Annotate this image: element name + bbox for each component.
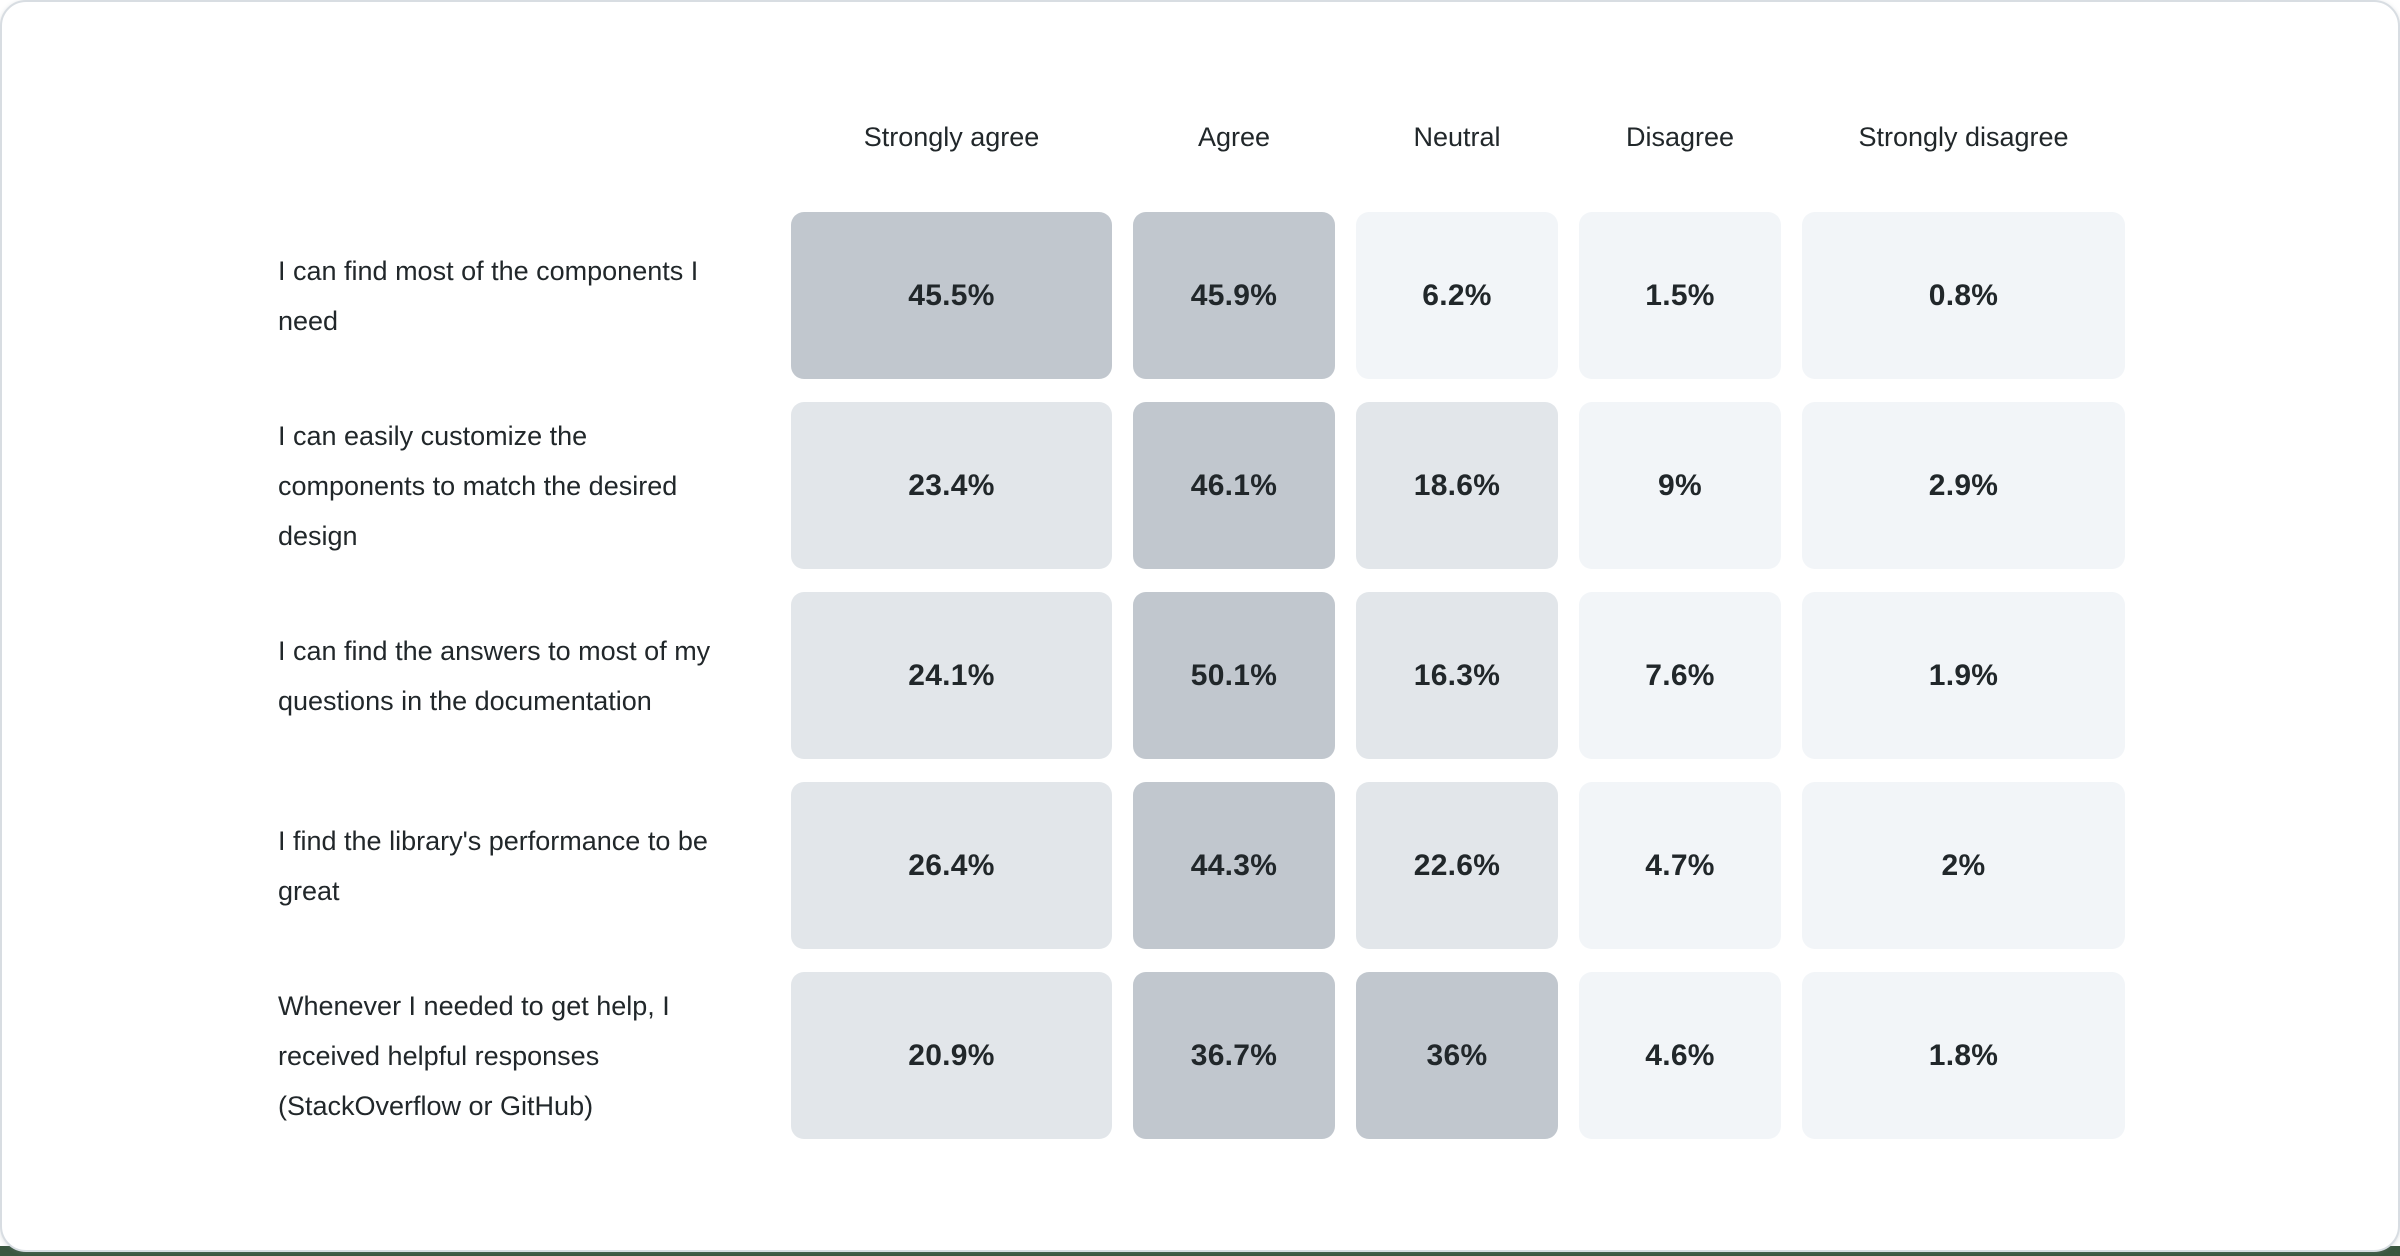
heatmap-cell: 26.4%: [791, 782, 1112, 949]
column-header-strongly-agree: Strongly agree: [863, 121, 1040, 152]
table-row: I can find most of the components I need…: [278, 212, 2398, 379]
column-header-agree: Agree: [1197, 121, 1271, 152]
row-label: I find the library's performance to be g…: [278, 825, 708, 906]
heatmap-cell: 20.9%: [791, 972, 1112, 1139]
heatmap-cell: 45.9%: [1133, 212, 1335, 379]
row-label: I can easily customize the components to…: [278, 420, 678, 551]
table-row: I find the library's performance to be g…: [278, 782, 2398, 949]
heatmap-cell: 2.9%: [1802, 402, 2125, 569]
heatmap-cell: 2%: [1802, 782, 2125, 949]
column-header-disagree: Disagree: [1625, 121, 1735, 152]
heatmap-cell: 45.5%: [791, 212, 1112, 379]
heatmap-cell: 4.6%: [1579, 972, 1781, 1139]
heatmap-cell: 36.7%: [1133, 972, 1335, 1139]
column-header-neutral: Neutral: [1413, 121, 1501, 152]
heatmap-cell: 50.1%: [1133, 592, 1335, 759]
row-label: I can find most of the components I need: [278, 255, 699, 336]
heatmap-cell: 6.2%: [1356, 212, 1558, 379]
heatmap-cell: 36%: [1356, 972, 1558, 1139]
heatmap-header-row: Strongly agree Agree Neutral Disagree Strong…: [278, 77, 2398, 197]
heatmap-cell: 1.5%: [1579, 212, 1781, 379]
table-row: I can easily customize the components to…: [278, 402, 2398, 569]
column-header-strongly-disagree: Strongly disagree: [1858, 121, 2069, 152]
heatmap-cell: 0.8%: [1802, 212, 2125, 379]
heatmap-cell: 44.3%: [1133, 782, 1335, 949]
heatmap-cell: 16.3%: [1356, 592, 1558, 759]
heatmap-cell: 1.8%: [1802, 972, 2125, 1139]
heatmap-cell: 1.9%: [1802, 592, 2125, 759]
heatmap-cell: 46.1%: [1133, 402, 1335, 569]
table-row: Whenever I needed to get help, I receive…: [278, 972, 2398, 1139]
row-label: Whenever I needed to get help, I receive…: [278, 990, 670, 1121]
heatmap-cell: 23.4%: [791, 402, 1112, 569]
heatmap-cell: 4.7%: [1579, 782, 1781, 949]
table-row: I can find the answers to most of my que…: [278, 592, 2398, 759]
row-label: I can find the answers to most of my que…: [278, 635, 711, 716]
heatmap-cell: 18.6%: [1356, 402, 1558, 569]
heatmap-cell: 22.6%: [1356, 782, 1558, 949]
heatmap-cell: 7.6%: [1579, 592, 1781, 759]
heatmap-cell: 24.1%: [791, 592, 1112, 759]
heatmap-body: I can find most of the components I need…: [278, 212, 2398, 1139]
heatmap-cell: 9%: [1579, 402, 1781, 569]
